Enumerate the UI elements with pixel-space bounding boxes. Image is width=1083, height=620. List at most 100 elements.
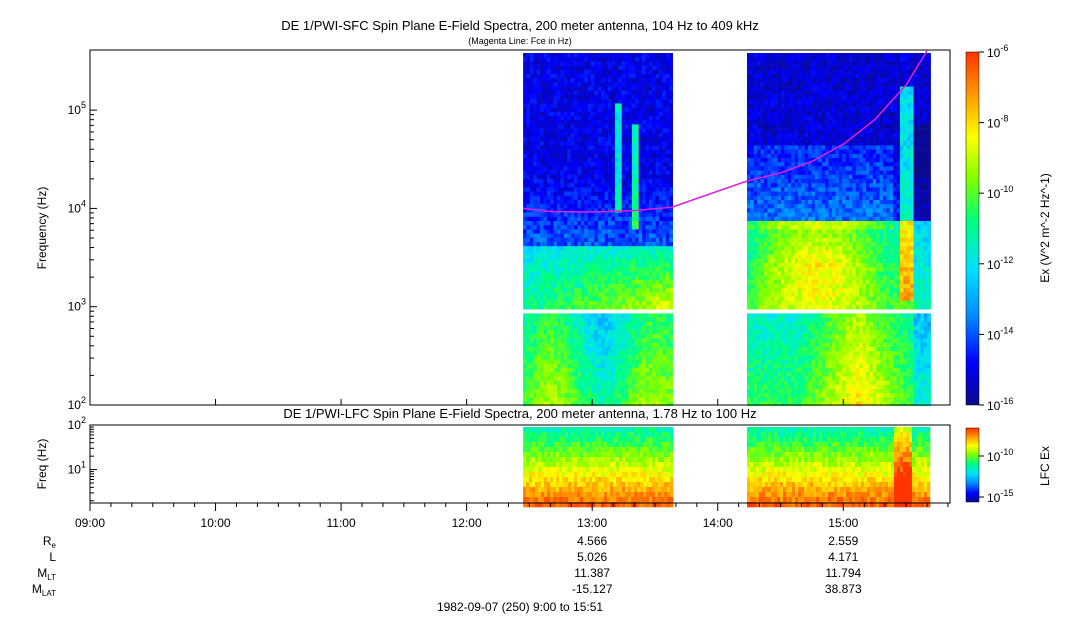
sfc-cell xyxy=(764,393,768,398)
sfc-cell xyxy=(584,389,588,394)
sfc-cell xyxy=(757,103,761,108)
sfc-cell xyxy=(787,380,792,386)
sfc-cell xyxy=(798,65,802,71)
sfc-cell xyxy=(648,368,653,373)
sfc-cell xyxy=(652,212,656,218)
sfc-cell xyxy=(638,263,643,268)
sfc-cell xyxy=(774,351,778,356)
sfc-cell xyxy=(652,229,656,234)
sfc-cell xyxy=(543,393,548,398)
sfc-cell xyxy=(665,221,670,226)
sfc-cell xyxy=(781,61,785,66)
sfc-cell xyxy=(770,158,775,163)
sfc-cell xyxy=(764,145,768,150)
sfc-cell xyxy=(618,258,622,264)
sfc-cell xyxy=(750,229,755,234)
sfc-cell xyxy=(801,99,806,104)
sfc-cell xyxy=(665,355,670,360)
sfc-cell xyxy=(662,237,667,243)
sfc-cell xyxy=(567,128,571,134)
sfc-cell xyxy=(618,342,622,348)
sfc-cell xyxy=(770,95,775,100)
sfc-cell xyxy=(591,330,595,335)
sfc-cell xyxy=(570,267,575,272)
sfc-cell xyxy=(540,195,544,201)
sfc-cell xyxy=(584,107,588,113)
sfc-cell xyxy=(601,95,605,100)
sfc-cell xyxy=(642,179,646,184)
sfc-cell xyxy=(777,132,782,138)
sfc-cell xyxy=(794,380,799,386)
sfc-cell xyxy=(597,65,602,71)
sfc-cell xyxy=(747,57,751,62)
sfc-cell xyxy=(638,393,643,398)
sfc-cell xyxy=(563,258,568,264)
sfc-cell xyxy=(662,90,667,96)
sfc-cell xyxy=(594,254,599,260)
sfc-cell xyxy=(604,124,609,129)
sfc-cell xyxy=(645,313,650,318)
sfc-cell xyxy=(550,124,554,129)
sfc-cell xyxy=(570,292,575,297)
sfc-cell xyxy=(591,124,595,129)
sfc-cell xyxy=(757,191,761,197)
sfc-cell xyxy=(540,288,544,293)
sfc-cell xyxy=(635,128,639,134)
sfc-cell xyxy=(601,120,605,125)
sfc-cell xyxy=(764,271,768,276)
sfc-cell xyxy=(597,300,602,306)
sfc-cell xyxy=(628,132,633,138)
sfc-cell xyxy=(635,216,639,222)
sfc-cell xyxy=(791,195,795,201)
sfc-cell xyxy=(594,82,599,87)
sfc-cell xyxy=(618,284,622,289)
sfc-cell xyxy=(621,330,626,335)
sfc-cell xyxy=(645,380,650,386)
sfc-cell xyxy=(770,137,775,142)
sfc-cell xyxy=(601,145,605,150)
sfc-cell xyxy=(580,107,585,113)
sfc-cell xyxy=(784,166,789,171)
sfc-cell xyxy=(764,363,768,369)
sfc-cell xyxy=(540,212,544,218)
sfc-cell xyxy=(557,305,561,310)
sfc-cell xyxy=(533,317,537,323)
sfc-cell xyxy=(628,313,633,318)
sfc-cell xyxy=(631,384,636,390)
sfc-cell xyxy=(757,279,761,285)
sfc-cell xyxy=(570,103,575,108)
sfc-cell xyxy=(553,225,558,230)
sfc-cell xyxy=(757,153,761,159)
sfc-cell xyxy=(787,313,792,318)
sfc-title: DE 1/PWI-SFC Spin Plane E-Field Spectra,… xyxy=(281,18,759,33)
sfc-cell xyxy=(591,279,595,285)
sfc-cell xyxy=(621,397,626,402)
sfc-cell xyxy=(642,246,646,251)
sfc-cell xyxy=(781,162,785,167)
sfc-cell xyxy=(645,145,650,150)
sfc-cell xyxy=(577,170,582,176)
sfc-cell xyxy=(659,292,663,297)
sfc-cell xyxy=(608,166,612,171)
sfc-cell xyxy=(659,69,663,75)
sfc-cell xyxy=(787,174,792,180)
sfc-cell xyxy=(753,99,758,104)
sfc-cell xyxy=(597,275,602,281)
sfc-cell xyxy=(557,279,561,285)
sfc-cell xyxy=(757,359,761,365)
sfc-cell xyxy=(523,321,527,327)
sfc-cell xyxy=(567,338,571,344)
sfc-cell xyxy=(747,137,751,142)
sfc-cell xyxy=(638,141,643,146)
sfc-cell xyxy=(767,372,772,377)
sfc-cell xyxy=(611,288,616,293)
sfc-cell xyxy=(543,124,548,129)
sfc-cell xyxy=(753,338,758,344)
sfc-cell xyxy=(540,107,544,113)
sfc-cell xyxy=(536,174,541,180)
sfc-cell xyxy=(614,86,619,92)
sfc-cell xyxy=(584,141,588,146)
sfc-cell xyxy=(584,300,588,306)
sfc-cell xyxy=(563,372,568,377)
sfc-cell xyxy=(784,225,789,230)
